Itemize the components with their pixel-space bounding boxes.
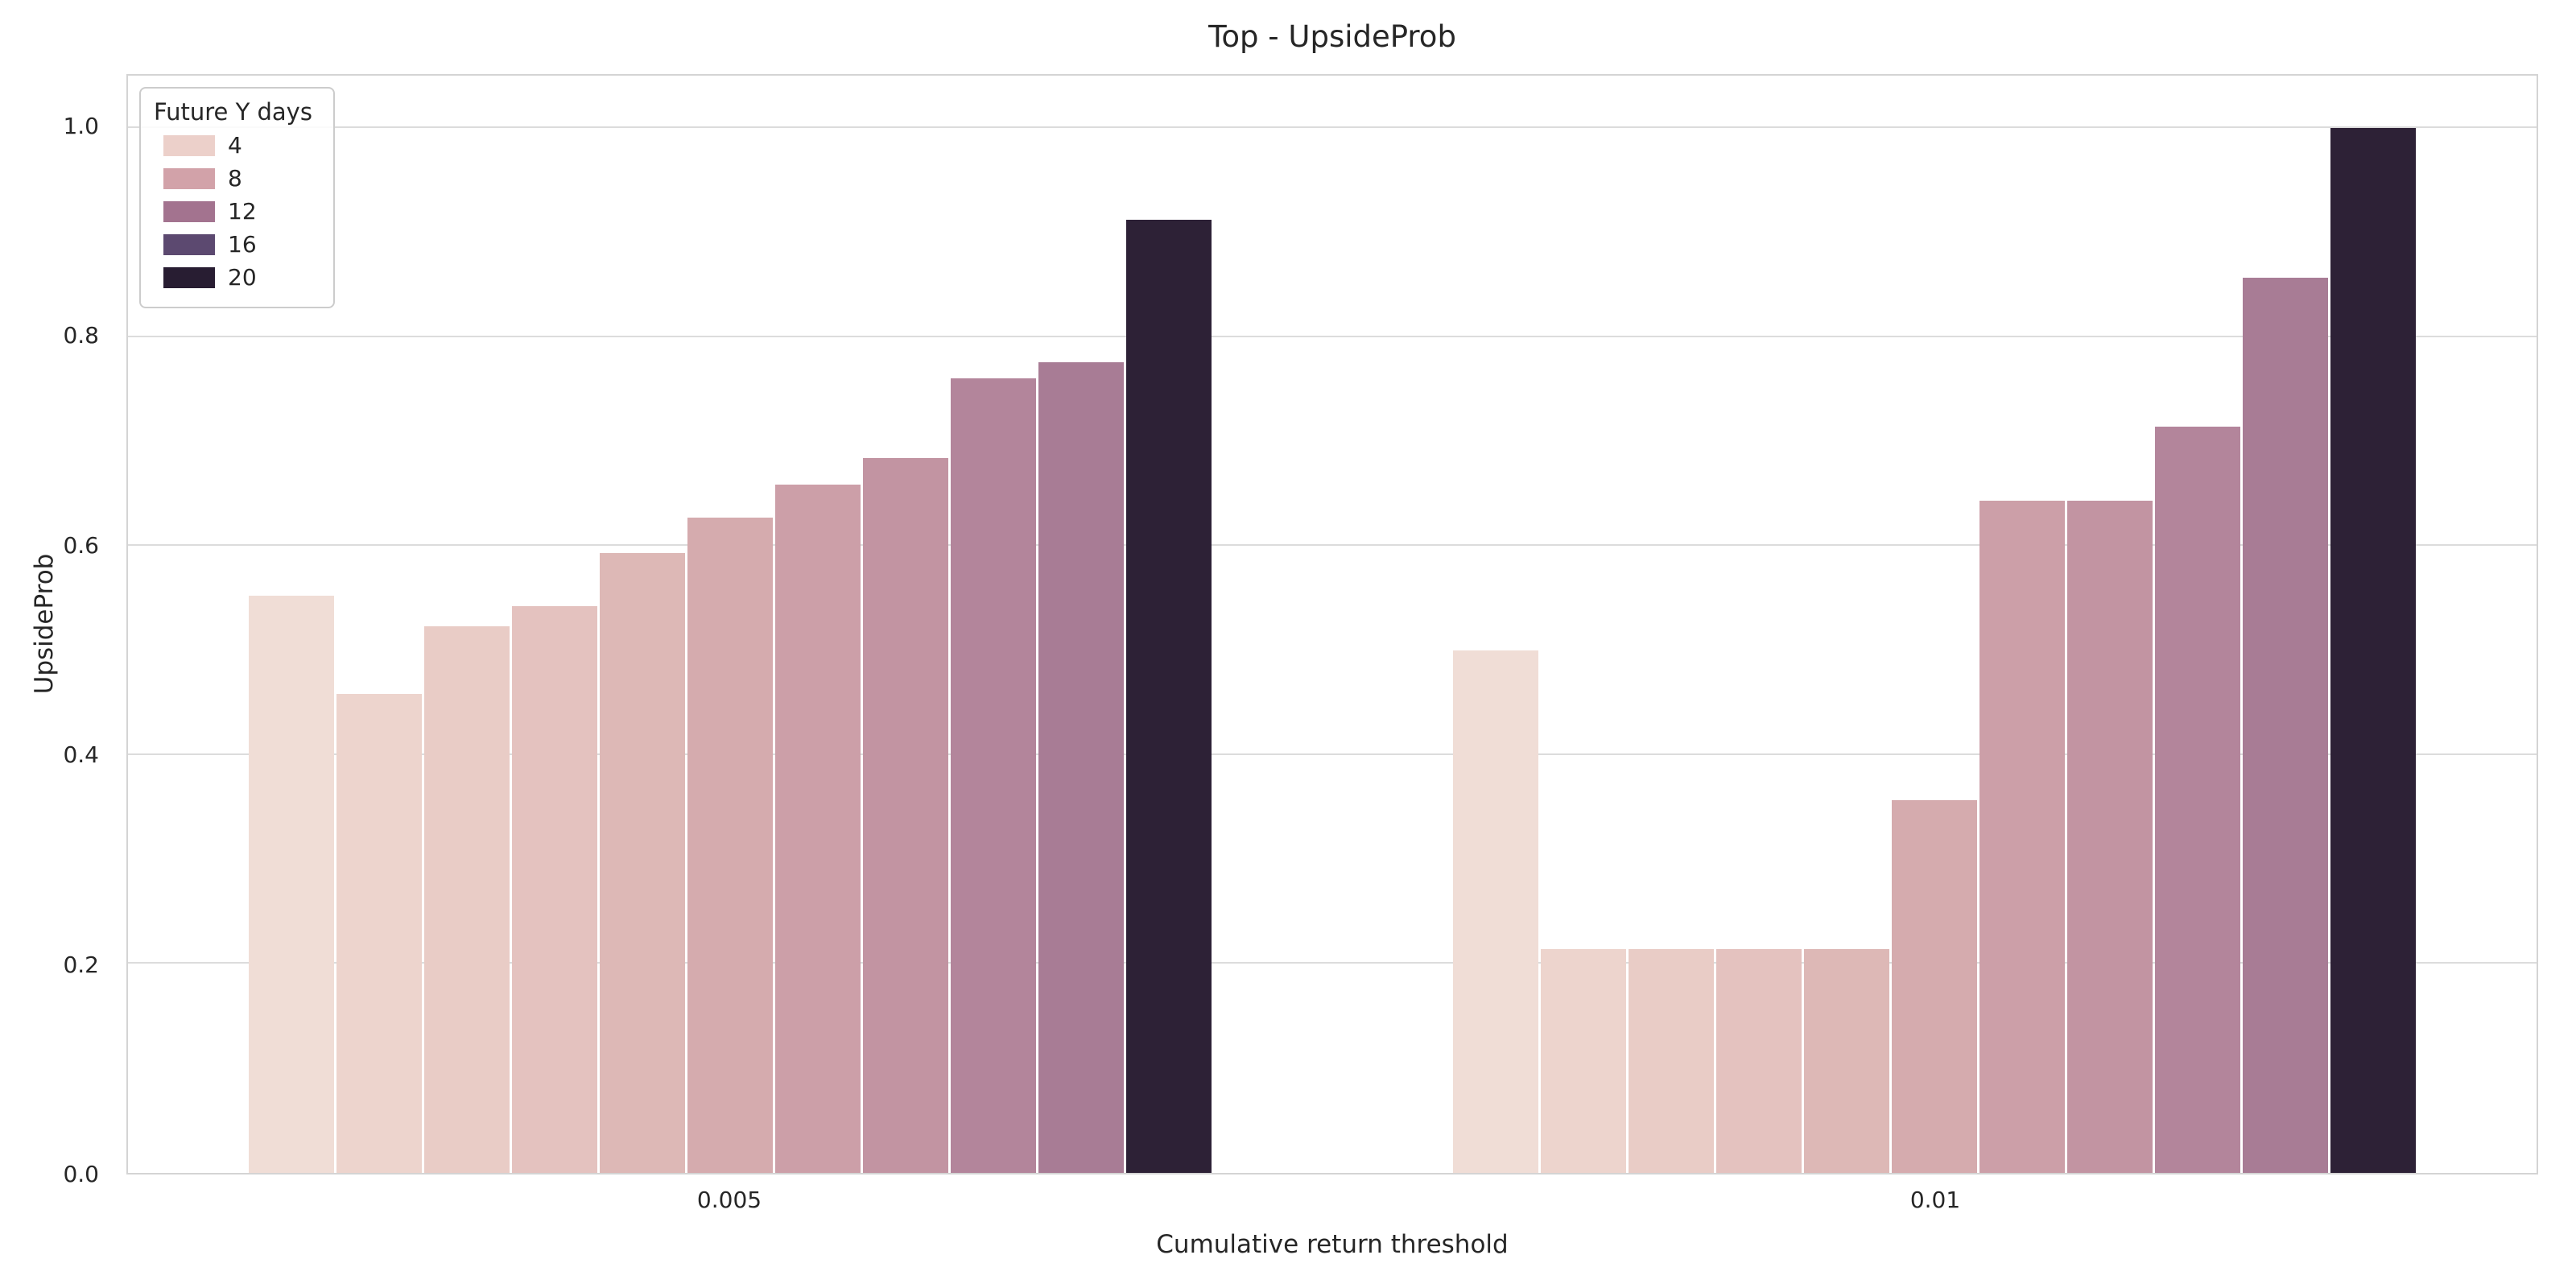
bar xyxy=(336,694,422,1173)
y-tick-label: 1.0 xyxy=(63,113,99,140)
legend-entry: 12 xyxy=(163,198,312,225)
gridline xyxy=(128,544,2537,547)
bar xyxy=(599,553,685,1173)
bar xyxy=(1540,949,1626,1173)
legend-swatch xyxy=(163,233,215,255)
legend-entries: 4 8 12 16 20 xyxy=(154,132,312,291)
legend-entry-label: 16 xyxy=(228,231,257,258)
bar xyxy=(2243,277,2329,1173)
bar xyxy=(1126,220,1212,1173)
legend-swatch xyxy=(163,200,215,222)
bar xyxy=(775,484,861,1173)
bar xyxy=(511,606,597,1173)
bar xyxy=(423,626,510,1173)
plot-area: Future Y days 4 8 12 16 20 xyxy=(126,74,2538,1174)
legend-entry: 20 xyxy=(163,264,312,291)
bar xyxy=(2155,427,2241,1173)
bar xyxy=(863,458,949,1173)
y-tick-label: 0.2 xyxy=(63,951,99,978)
legend-swatch xyxy=(163,134,215,156)
y-tick-labels: 0.0 0.2 0.4 0.6 0.8 1.0 xyxy=(0,74,114,1186)
bar xyxy=(1891,799,1978,1173)
bar-group-0.01 xyxy=(1452,76,2417,1173)
legend: Future Y days 4 8 12 16 20 xyxy=(139,87,335,308)
legend-entry-label: 20 xyxy=(228,264,257,291)
gridline xyxy=(128,962,2537,964)
y-tick-label: 0.0 xyxy=(63,1161,99,1187)
legend-swatch xyxy=(163,167,215,189)
legend-entry-label: 4 xyxy=(228,132,242,159)
gridline xyxy=(128,335,2537,337)
bar xyxy=(1803,949,1889,1173)
bar xyxy=(1452,650,1538,1173)
x-tick-labels: 0.005 0.01 xyxy=(126,1187,2538,1219)
y-tick-label: 0.6 xyxy=(63,531,99,559)
gridline xyxy=(128,126,2537,128)
bar xyxy=(248,596,334,1173)
legend-entry: 4 xyxy=(163,132,312,159)
y-tick-label: 0.8 xyxy=(63,322,99,349)
bar-group-0.005 xyxy=(248,76,1212,1173)
legend-title: Future Y days xyxy=(154,98,312,126)
x-axis-label: Cumulative return threshold xyxy=(1156,1230,1509,1259)
bar xyxy=(1715,949,1802,1173)
x-tick-label: 0.005 xyxy=(696,1187,762,1213)
legend-entry: 8 xyxy=(163,165,312,192)
bar xyxy=(2067,501,2153,1173)
legend-entry-label: 8 xyxy=(228,165,242,192)
bar xyxy=(1038,361,1125,1173)
bar xyxy=(687,518,774,1173)
legend-entry: 16 xyxy=(163,231,312,258)
x-tick-label: 0.01 xyxy=(1909,1187,1961,1213)
bar xyxy=(1979,501,2066,1173)
chart-title: Top - UpsideProb xyxy=(1208,19,1456,54)
bar xyxy=(2330,127,2417,1173)
y-tick-label: 0.4 xyxy=(63,741,99,769)
bar xyxy=(951,378,1037,1173)
gridline xyxy=(128,753,2537,755)
bar xyxy=(1628,949,1714,1173)
legend-swatch xyxy=(163,266,215,288)
legend-entry-label: 12 xyxy=(228,198,257,225)
